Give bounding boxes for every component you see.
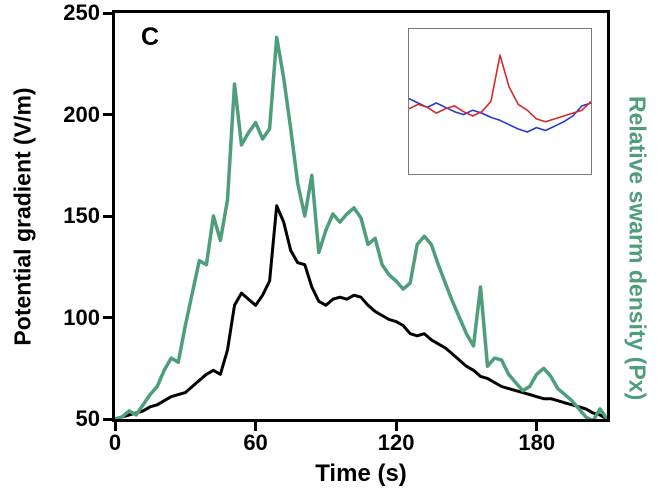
x-tick-mark: [394, 422, 398, 431]
y-axis-label-right: Relative swarm density (Px): [624, 95, 651, 401]
y-tick-100: 100: [63, 304, 100, 330]
inset-red-line: [409, 54, 591, 123]
y-axis-tick-labels: 50 100 150 200 250: [0, 0, 100, 431]
x-tick-120: 120: [377, 430, 415, 455]
y-tick-mark: [103, 113, 112, 116]
x-tick-mark: [535, 422, 539, 431]
y-axis-label-right-wrap: Relative swarm density (Px): [617, 0, 657, 496]
y-tick-mark: [103, 214, 112, 218]
inset-blue-line: [409, 97, 591, 133]
x-tick-mark: [254, 422, 258, 431]
x-tick-180: 180: [518, 430, 556, 455]
panel-label: C: [141, 23, 160, 51]
x-axis-label: Time (s): [315, 460, 407, 487]
inset-chart-svg: [409, 54, 591, 133]
y-tick-mark: [103, 316, 112, 319]
x-tick-60: 60: [243, 430, 268, 455]
inset-plot: [408, 28, 592, 175]
y-tick-mark: [103, 417, 112, 421]
x-tick-0: 0: [108, 430, 122, 455]
y-tick-150: 150: [63, 203, 100, 228]
x-tick-mark: [113, 422, 117, 431]
y-tick-mark: [103, 11, 112, 15]
potential-gradient-line: [115, 204, 607, 419]
swarm-density-line: [115, 35, 607, 419]
y-tick-50: 50: [75, 406, 100, 431]
y-tick-250: 250: [63, 0, 100, 25]
y-tick-200: 200: [63, 101, 100, 127]
x-axis-tick-labels: 0 60 120 180: [109, 430, 607, 458]
main-chart-svg: [115, 35, 607, 419]
plot-area: C: [112, 10, 610, 422]
